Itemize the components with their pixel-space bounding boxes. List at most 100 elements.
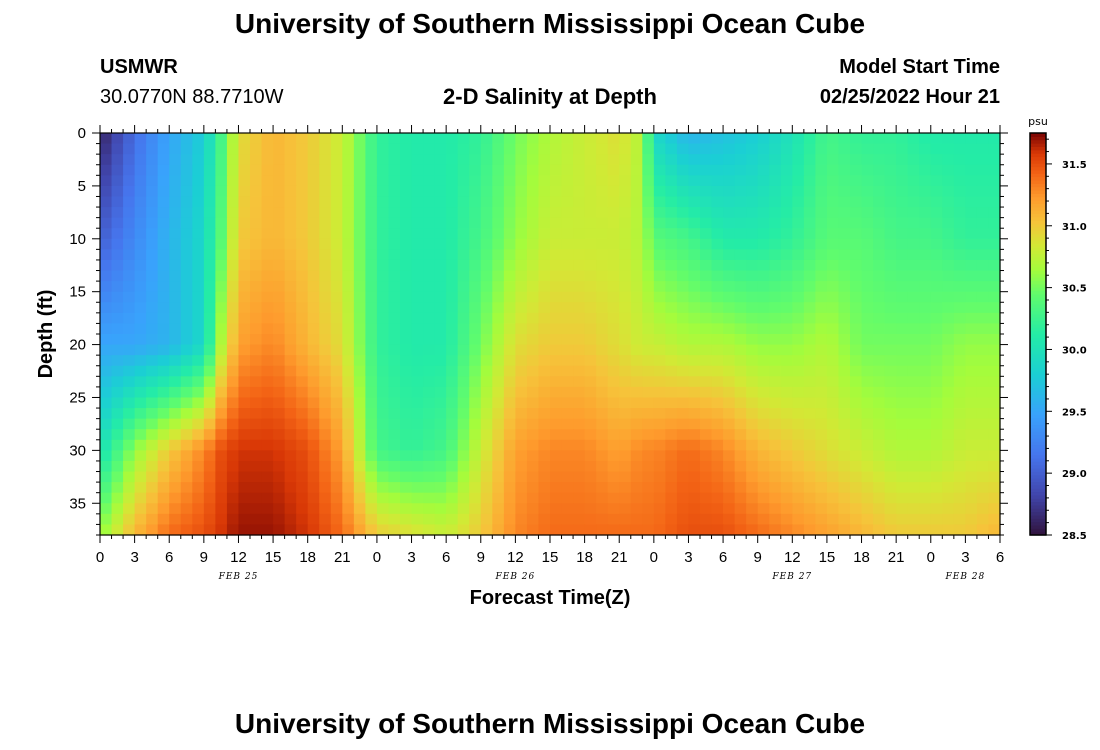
heatmap-cell [169, 164, 182, 176]
heatmap-cell [976, 196, 990, 208]
heatmap-cell [642, 312, 655, 325]
heatmap-cell [607, 207, 620, 219]
heatmap-cell [861, 355, 874, 367]
heatmap-cell [803, 439, 816, 451]
heatmap-cell [850, 460, 863, 473]
heatmap-cell [111, 185, 124, 198]
heatmap-cell [630, 460, 643, 473]
heatmap-cell [100, 238, 113, 250]
heatmap-cell [319, 302, 332, 314]
heatmap-cell [100, 217, 113, 229]
heatmap-cell [319, 133, 332, 145]
heatmap-cell [250, 164, 263, 176]
heatmap-cell [503, 323, 516, 335]
heatmap-cell [584, 503, 597, 515]
heatmap-cell [896, 175, 909, 187]
heatmap-cell [561, 524, 574, 536]
heatmap-cell [873, 397, 886, 409]
heatmap-cell [757, 334, 770, 346]
colorbar-band [1030, 200, 1046, 204]
heatmap-cell [896, 471, 909, 483]
colorbar-band [1030, 514, 1046, 519]
heatmap-cell [492, 503, 505, 515]
heatmap-cell [550, 302, 563, 314]
heatmap-cell [907, 175, 920, 187]
heatmap-cell [676, 365, 690, 377]
heatmap-cell [561, 217, 574, 229]
heatmap-cell [146, 175, 159, 187]
heatmap-cell [942, 185, 955, 198]
heatmap-cell [492, 450, 505, 462]
heatmap-cell [550, 450, 563, 462]
x-tick-label: 9 [754, 549, 762, 566]
heatmap-cell [353, 302, 366, 314]
heatmap-cell [630, 524, 643, 536]
heatmap-cell [700, 185, 713, 198]
heatmap-cell [873, 228, 886, 240]
heatmap-cell [988, 238, 1001, 250]
heatmap-cell [480, 492, 493, 504]
heatmap-cell [250, 238, 263, 250]
heatmap-cell [180, 355, 193, 367]
heatmap-cell [111, 164, 124, 176]
heatmap-cell [180, 281, 193, 293]
heatmap-cell [330, 334, 343, 346]
heatmap-cell [469, 355, 482, 367]
heatmap-cell [423, 196, 436, 208]
heatmap-cell [757, 196, 770, 208]
heatmap-cell [573, 408, 586, 420]
heatmap-cell [400, 196, 413, 208]
heatmap-cell [723, 418, 736, 430]
heatmap-cell [769, 397, 782, 409]
heatmap-cell [503, 439, 516, 451]
x-tick-label: 0 [927, 549, 935, 566]
heatmap-cell [757, 164, 770, 176]
heatmap-cell [953, 175, 966, 187]
heatmap-cell [642, 270, 655, 282]
heatmap-cell [319, 482, 332, 494]
heatmap-cell [146, 270, 159, 282]
heatmap-cell [423, 418, 436, 430]
heatmap-cell [515, 386, 528, 399]
heatmap-cell [503, 450, 516, 462]
heatmap-cell [953, 408, 966, 420]
heatmap-cell [642, 323, 655, 335]
heatmap-cell [203, 323, 216, 335]
heatmap-cell [780, 429, 793, 441]
heatmap-cell [607, 355, 620, 367]
heatmap-cell [803, 344, 816, 356]
heatmap-cell [596, 439, 609, 451]
heatmap-cell [769, 175, 782, 187]
colorbar-band [1030, 136, 1046, 141]
heatmap-cell [503, 334, 516, 346]
heatmap-cell [480, 185, 493, 198]
colorbar-band [1030, 310, 1046, 315]
heatmap-cell [619, 175, 632, 187]
heatmap-cell [976, 238, 990, 250]
heatmap-cell [746, 217, 759, 229]
heatmap-cell [953, 429, 966, 441]
heatmap-cell [734, 238, 747, 250]
heatmap-cell [250, 228, 263, 240]
heatmap-cell [965, 175, 978, 187]
heatmap-cell [123, 228, 136, 240]
heatmap-cell [457, 323, 470, 335]
heatmap-cell [792, 344, 805, 356]
x-tick-label: 3 [407, 549, 415, 566]
heatmap-cell [134, 164, 147, 176]
x-tick-label: 18 [853, 549, 870, 566]
heatmap-cell [434, 471, 447, 483]
heatmap-cell [215, 355, 228, 367]
heatmap-cell [457, 482, 470, 494]
heatmap-cell [365, 471, 378, 483]
heatmap-cell [388, 439, 401, 451]
heatmap-cell [630, 386, 643, 399]
heatmap-cell [988, 344, 1001, 356]
heatmap-cell [111, 524, 124, 536]
heatmap-cell [111, 238, 124, 250]
colorbar-band [1030, 384, 1046, 389]
x-tick-label: 18 [576, 549, 593, 566]
heatmap-cell [515, 238, 528, 250]
heatmap-cell [930, 408, 943, 420]
heatmap-cell [296, 207, 309, 219]
